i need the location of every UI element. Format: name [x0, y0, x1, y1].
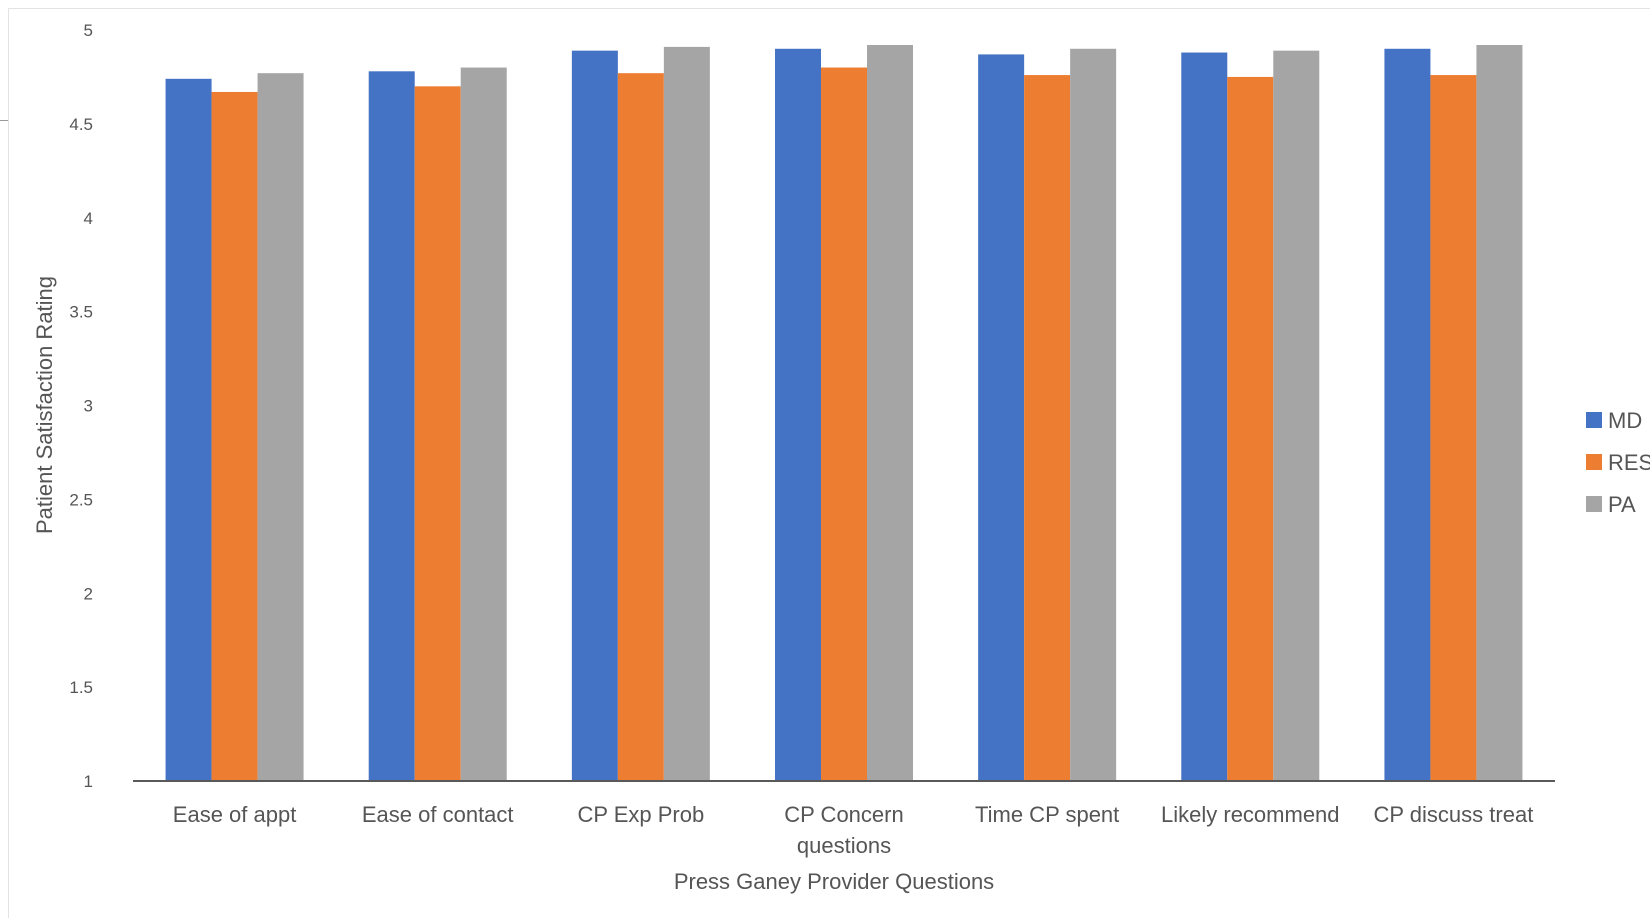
y-tick-label: 4	[84, 209, 93, 228]
y-tick-label: 1.5	[69, 678, 93, 697]
legend-swatch-pa	[1586, 496, 1602, 512]
bar-res	[617, 73, 664, 782]
y-tick-label: 2	[84, 584, 93, 603]
x-axis-categories: Ease of appt Ease of contact CP Exp Prob CP…	[173, 802, 1534, 858]
bar-res	[821, 67, 867, 782]
y-tick-label: 5	[84, 21, 93, 40]
x-category-label: CP Concern	[784, 802, 903, 827]
bar-res	[211, 91, 258, 781]
bar-pa	[1476, 45, 1523, 781]
bar-pa	[460, 67, 507, 782]
bar-md	[368, 71, 415, 782]
bar-res	[1024, 75, 1071, 781]
x-category-label: CP Exp Prob	[577, 802, 704, 827]
y-tick-label: 3.5	[69, 303, 93, 322]
y-tick-label: 1	[84, 772, 93, 791]
bar-pa	[257, 73, 304, 782]
chart-frame	[8, 8, 1650, 918]
bar-md	[775, 48, 821, 781]
bar-md	[571, 50, 618, 781]
bar-md	[1384, 48, 1431, 781]
legend-label-md: MD	[1608, 408, 1642, 433]
bar-res	[414, 86, 461, 781]
legend-label-pa: PA	[1608, 492, 1636, 517]
bar-md	[165, 78, 212, 781]
y-tick-label: 4.5	[69, 115, 93, 134]
bar-md	[978, 54, 1025, 782]
legend-label-res: RES	[1608, 450, 1650, 475]
x-category-label: Ease of appt	[173, 802, 297, 827]
x-axis-title: Press Ganey Provider Questions	[674, 869, 994, 894]
bars-layer	[165, 45, 1523, 782]
bar-pa	[663, 46, 710, 781]
x-category-label: questions	[797, 833, 891, 858]
bar-pa	[1273, 50, 1320, 781]
x-category-label: Likely recommend	[1161, 802, 1340, 827]
bar-res	[1227, 76, 1274, 781]
edge-tick-mark	[0, 120, 8, 121]
x-category-label: Ease of contact	[362, 802, 514, 827]
y-tick-label: 2.5	[69, 490, 93, 509]
y-axis-title: Patient Satisfaction Rating	[32, 276, 57, 534]
x-category-label: CP discuss treat	[1374, 802, 1534, 827]
legend: MD RES PA	[1586, 408, 1650, 517]
x-category-label: Time CP spent	[975, 802, 1119, 827]
bar-res	[1430, 75, 1477, 781]
y-tick-label: 3	[84, 397, 93, 416]
bar-pa	[1070, 48, 1117, 781]
bar-pa	[867, 45, 913, 781]
legend-swatch-res	[1586, 454, 1602, 470]
legend-swatch-md	[1586, 412, 1602, 428]
bar-md	[1181, 52, 1228, 781]
y-axis-ticks: 1 1.5 2 2.5 3 3.5 4 4.5 5	[69, 21, 93, 791]
